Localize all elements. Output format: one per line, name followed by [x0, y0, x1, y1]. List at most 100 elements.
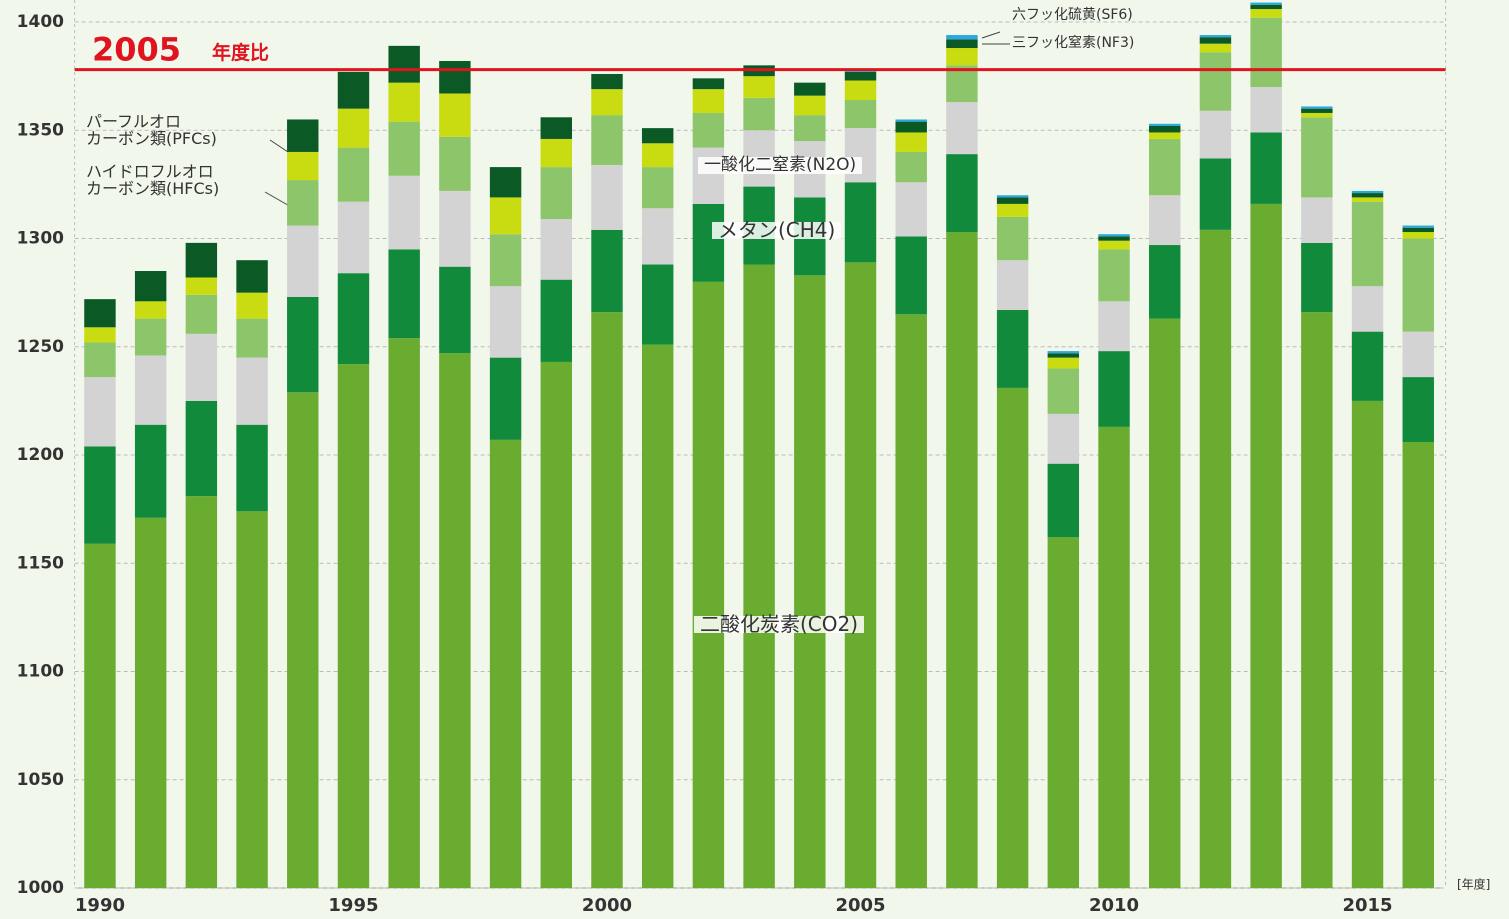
bar-segment — [84, 543, 116, 888]
bar-segment — [185, 496, 218, 888]
bar-segment — [1149, 125, 1181, 133]
bar-segment — [1351, 193, 1384, 198]
bar-segment — [287, 225, 319, 297]
bar-segment — [946, 154, 978, 233]
bar-segment — [996, 195, 1029, 198]
y-tick-label: 1100 — [17, 662, 64, 682]
bar-segment — [895, 314, 927, 888]
bar-segment — [743, 76, 775, 98]
bar-segment — [641, 128, 674, 144]
bar-segment — [1199, 35, 1232, 38]
bar-segment — [388, 338, 420, 888]
bar-segment — [1047, 413, 1080, 464]
bar-segment — [591, 74, 623, 90]
bar-segment — [692, 281, 725, 889]
leader-line — [981, 31, 1001, 39]
bar-segment — [540, 279, 573, 362]
bar-segment — [1250, 132, 1282, 204]
bar-segment — [84, 377, 116, 447]
bar-segment — [489, 286, 522, 358]
bar-segment — [794, 95, 826, 116]
bar-segment — [1149, 123, 1181, 126]
bar-segment — [337, 71, 370, 109]
bar-segment — [1301, 312, 1333, 888]
bar-segment — [1301, 242, 1333, 313]
y-tick-label: 1300 — [17, 229, 64, 249]
bar-segment — [439, 136, 471, 191]
bar-segment — [844, 99, 877, 129]
bar-segment — [1047, 368, 1080, 414]
series-label: パーフルオロ カーボン類(PFCs) — [86, 112, 217, 148]
bar-segment — [337, 273, 370, 365]
bar-segment — [388, 82, 420, 122]
series-label: ハイドロフルオロ カーボン類(HFCs) — [86, 162, 220, 198]
bar-segment — [844, 71, 877, 81]
bar-segment — [540, 117, 573, 139]
reference-sublabel: 年度比 — [212, 41, 269, 64]
bar-segment — [641, 208, 674, 265]
bar-segment — [1351, 400, 1384, 888]
bar-segment — [844, 80, 877, 100]
bar-segment — [236, 260, 268, 293]
bar-segment — [1199, 37, 1232, 44]
bar-segment — [1199, 43, 1232, 53]
bar-segment — [996, 197, 1029, 204]
bar-segment — [439, 266, 471, 354]
bar-segment — [1149, 245, 1181, 319]
bar-segment — [1402, 227, 1434, 233]
bar-segment — [1047, 463, 1080, 538]
bar-segment — [1301, 108, 1333, 113]
bar-segment — [794, 275, 826, 889]
bar-segment — [540, 138, 573, 168]
bar-segment — [844, 262, 877, 889]
bar-segment — [540, 219, 573, 280]
bar-segment — [946, 35, 978, 40]
bar-segment — [185, 277, 218, 295]
bar-segment — [388, 121, 420, 176]
bar-segment — [134, 301, 167, 319]
bar-segment — [1250, 9, 1282, 18]
bar-segment — [1250, 17, 1282, 87]
bar-segment — [134, 517, 167, 888]
bar-segment — [1047, 351, 1080, 354]
bar-segment — [946, 65, 978, 103]
bar-segment — [692, 89, 725, 113]
bar-segment — [743, 264, 775, 888]
bar-segment — [439, 93, 471, 137]
bar-segment — [1047, 537, 1080, 888]
bar-segment — [439, 61, 471, 94]
bar-segment — [946, 48, 978, 66]
bar-segment — [489, 197, 522, 235]
bar-segment — [1250, 4, 1282, 10]
bar-segment — [794, 115, 826, 142]
y-tick-label: 1050 — [17, 770, 64, 790]
bar-segment — [185, 333, 218, 401]
bar-segment — [337, 108, 370, 148]
bar-segment — [895, 119, 927, 122]
bar-segment — [996, 216, 1029, 261]
bar-segment — [1250, 2, 1282, 5]
y-tick-label: 1000 — [17, 878, 64, 898]
bar-segment — [1098, 249, 1130, 302]
bar-segment — [1149, 318, 1181, 888]
bar-segment — [1098, 240, 1130, 250]
bar-segment — [895, 151, 927, 183]
bar-segment — [1402, 377, 1434, 443]
reference-label: 2005 — [92, 31, 181, 69]
series-label: 六フッ化硫黄(SF6) — [1012, 7, 1133, 23]
bar-segment — [591, 229, 623, 313]
bar-segment — [337, 147, 370, 202]
bar-segment — [1301, 197, 1333, 243]
bar-segment — [1250, 86, 1282, 133]
bar-segment — [134, 318, 167, 356]
bar-segment — [287, 180, 319, 226]
bar-segment — [996, 387, 1029, 888]
bar-segment — [1301, 117, 1333, 198]
series-label: メタン(CH4) — [712, 220, 842, 240]
bar-segment — [287, 296, 319, 393]
bar-segment — [1047, 353, 1080, 358]
bar-segment — [996, 260, 1029, 310]
bar-segment — [895, 132, 927, 152]
